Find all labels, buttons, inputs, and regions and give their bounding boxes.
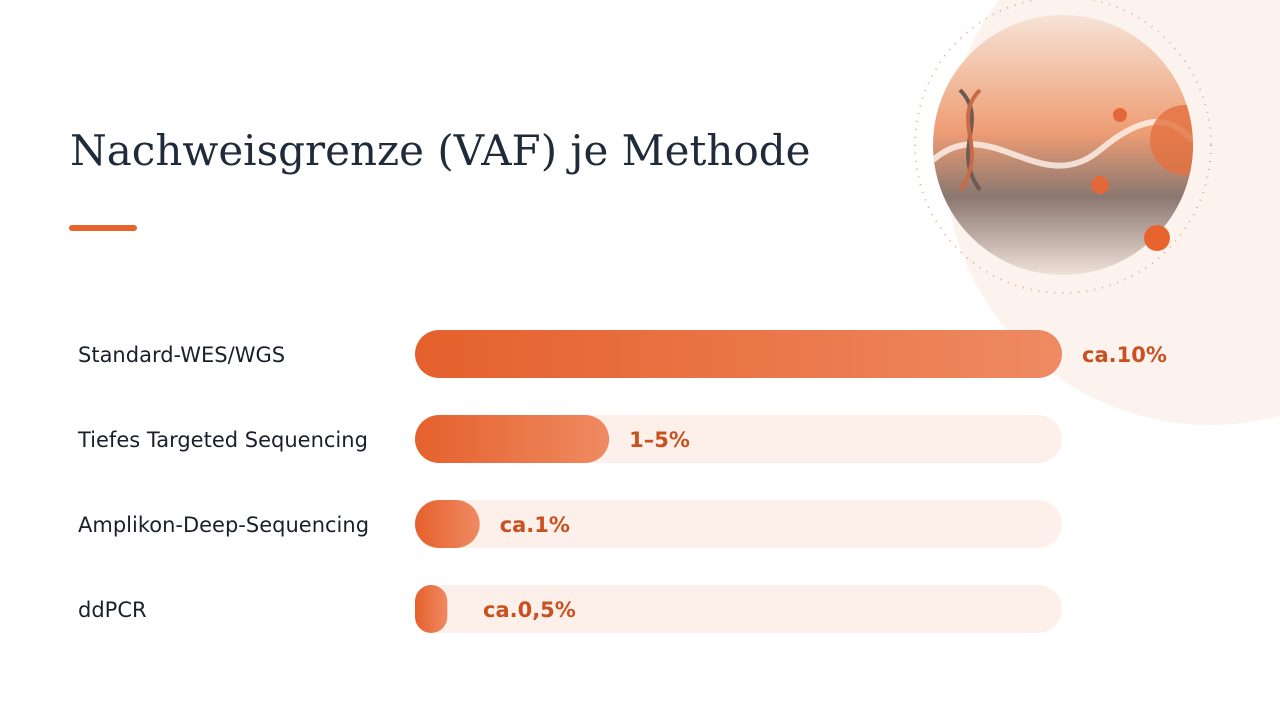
category-label: Amplikon-Deep-Sequencing xyxy=(78,513,369,537)
chart-title: Nachweisgrenze (VAF) je Methode xyxy=(70,126,810,175)
bar xyxy=(415,415,610,463)
value-label: ca.1% xyxy=(500,513,570,537)
dotted-ring xyxy=(914,0,1212,294)
title-underline xyxy=(69,225,137,231)
category-label: ddPCR xyxy=(78,598,147,622)
bar-track xyxy=(415,585,1062,633)
category-label: Tiefes Targeted Sequencing xyxy=(77,428,368,452)
value-label: 1–5% xyxy=(629,428,690,452)
bar-track xyxy=(415,500,1062,548)
category-label: Standard-WES/WGS xyxy=(78,343,285,367)
value-label: ca.10% xyxy=(1082,343,1167,367)
accent-dot xyxy=(1144,225,1170,251)
bar xyxy=(415,500,480,548)
bar xyxy=(415,585,448,633)
bar xyxy=(415,330,1062,378)
value-label: ca.0,5% xyxy=(483,598,576,622)
